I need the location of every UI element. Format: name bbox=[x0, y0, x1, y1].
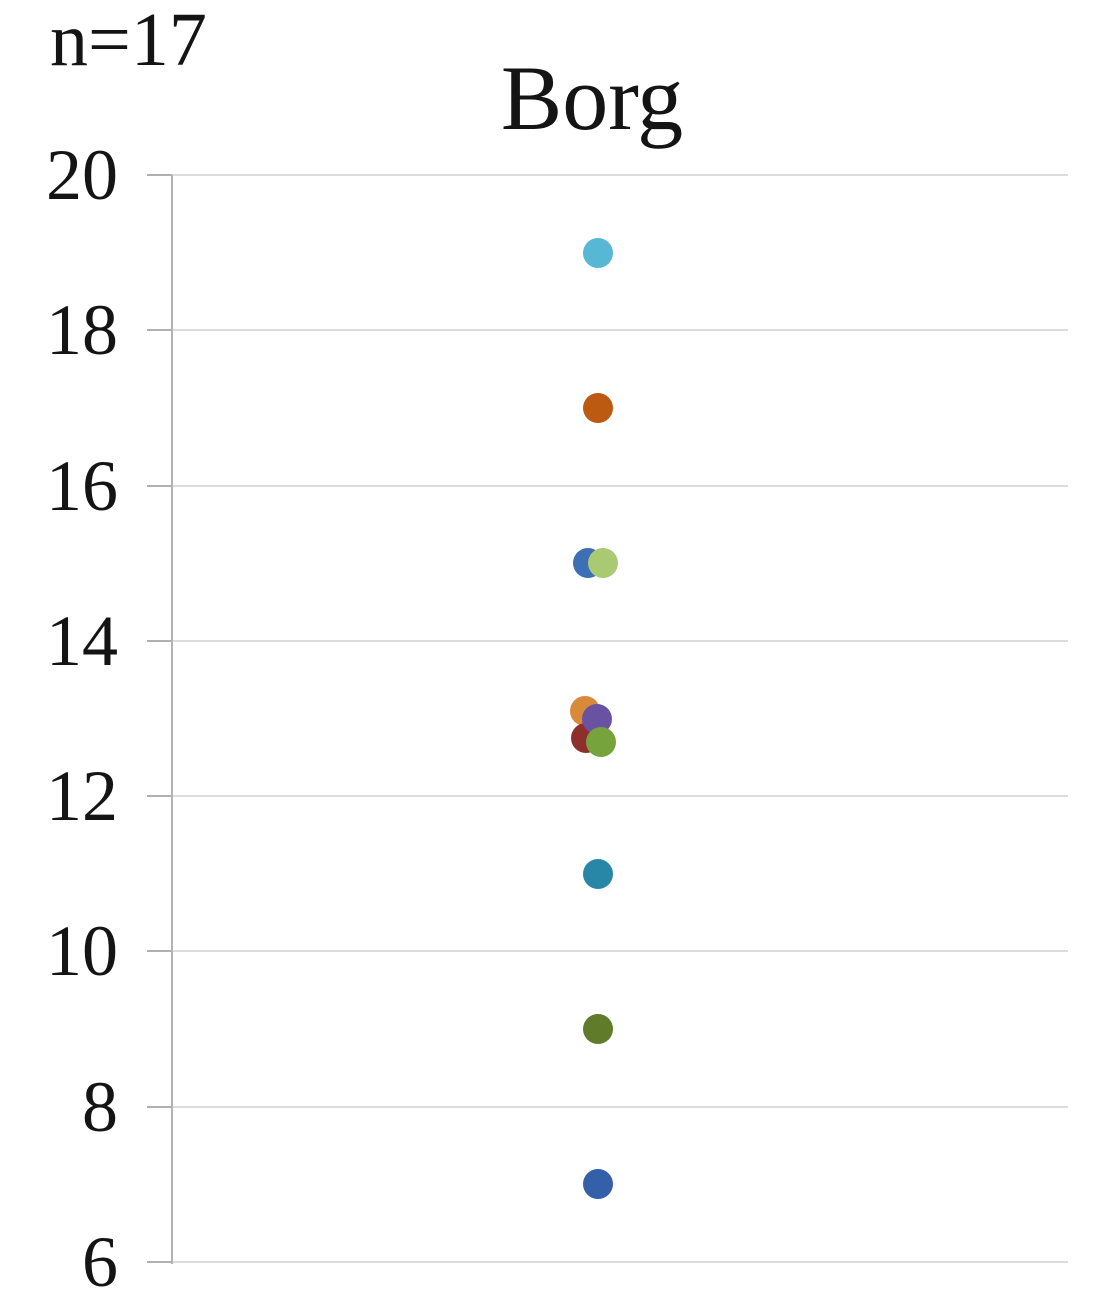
y-tickmark-8 bbox=[147, 1105, 172, 1108]
y-tick-label-14: 14 bbox=[46, 600, 118, 681]
y-tickmark-14 bbox=[147, 639, 172, 642]
burnt-orange-dot bbox=[583, 392, 613, 423]
y-tick-label-20: 20 bbox=[46, 135, 118, 215]
olive-dot bbox=[583, 1014, 613, 1045]
light-green-dot bbox=[588, 548, 618, 579]
y-tick-label-6: 6 bbox=[82, 1222, 118, 1302]
gridline-y-14 bbox=[172, 639, 1068, 642]
y-tickmark-12 bbox=[147, 795, 172, 798]
y-tickmark-20 bbox=[147, 174, 172, 176]
chart-title: Borg bbox=[500, 47, 684, 149]
gridline-y-6 bbox=[172, 1261, 1068, 1263]
y-tick-label-8: 8 bbox=[82, 1066, 118, 1147]
y-tick-label-18: 18 bbox=[46, 290, 118, 371]
y-axis-line bbox=[171, 175, 173, 1264]
gridline-y-12 bbox=[172, 795, 1068, 798]
teal-dot bbox=[583, 858, 613, 889]
y-tick-label-16: 16 bbox=[46, 445, 118, 526]
y-tickmark-16 bbox=[147, 484, 172, 487]
green-dot bbox=[586, 726, 616, 757]
medium-blue-dot bbox=[583, 1169, 613, 1200]
y-tickmark-6 bbox=[147, 1261, 172, 1263]
gridline-y-16 bbox=[172, 484, 1068, 487]
gridline-y-10 bbox=[172, 950, 1068, 953]
gridline-y-8 bbox=[172, 1105, 1068, 1108]
gridline-y-18 bbox=[172, 329, 1068, 332]
y-tickmark-10 bbox=[147, 950, 172, 953]
y-tick-label-12: 12 bbox=[46, 756, 118, 837]
sky-blue-dot bbox=[583, 237, 613, 268]
sample-size-annotation: n=17 bbox=[50, 0, 207, 82]
y-tickmark-18 bbox=[147, 329, 172, 332]
y-tick-label-10: 10 bbox=[46, 911, 118, 992]
gridline-y-20 bbox=[172, 174, 1068, 176]
